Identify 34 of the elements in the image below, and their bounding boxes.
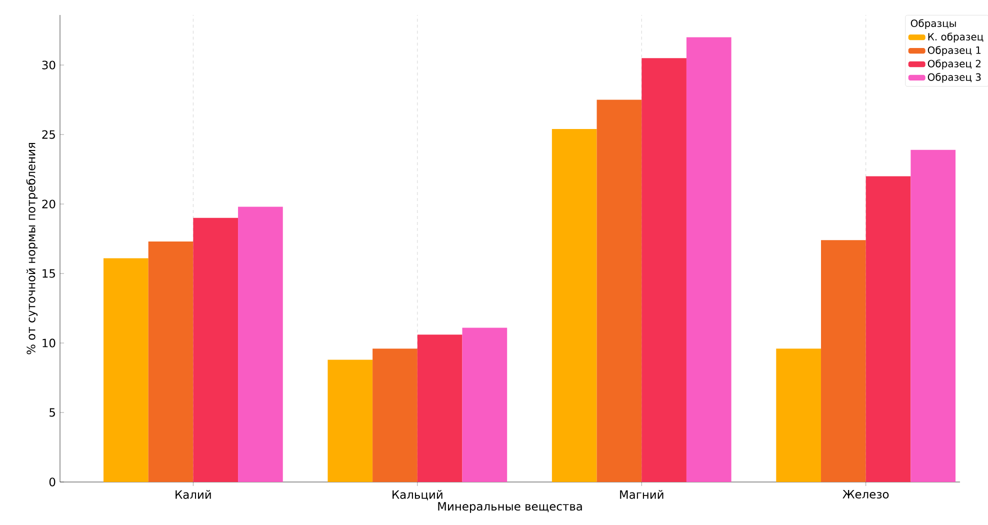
bar xyxy=(686,37,732,482)
y-tick-label: 0 xyxy=(49,478,56,486)
bar xyxy=(642,58,686,482)
bar xyxy=(910,150,956,482)
y-tick-label: 30 xyxy=(42,60,56,70)
bar xyxy=(238,206,283,482)
legend-title: Образцы xyxy=(910,19,956,29)
bar xyxy=(148,242,194,482)
legend-label: Образец 3 xyxy=(928,72,981,83)
x-tick-label: Калий xyxy=(176,490,211,499)
bar xyxy=(866,176,911,482)
x-axis-title: Минеральные вещества xyxy=(438,502,582,513)
bar xyxy=(552,128,597,482)
y-tick-label: 5 xyxy=(50,408,55,417)
legend-label: Образец 1 xyxy=(928,46,981,56)
bar xyxy=(104,258,148,482)
x-tick-label: Железо xyxy=(842,490,889,499)
legend-label: К. образец xyxy=(928,32,984,42)
bar xyxy=(462,328,508,482)
x-tick-label: Магний xyxy=(620,490,664,499)
bar xyxy=(372,348,418,482)
bar xyxy=(596,100,642,482)
y-axis-title: % от суточной нормы потребления xyxy=(26,143,38,354)
bar xyxy=(417,334,462,482)
y-tick-label: 25 xyxy=(42,130,55,139)
legend-label: Образец 2 xyxy=(928,59,980,70)
bar xyxy=(820,240,866,482)
y-tick-label: 15 xyxy=(42,269,55,278)
bar xyxy=(193,218,238,482)
y-tick-label: 10 xyxy=(42,338,56,348)
y-tick-label: 20 xyxy=(42,200,56,208)
bar xyxy=(776,348,821,482)
x-tick-label: Кальций xyxy=(392,490,442,500)
bar xyxy=(328,360,373,482)
